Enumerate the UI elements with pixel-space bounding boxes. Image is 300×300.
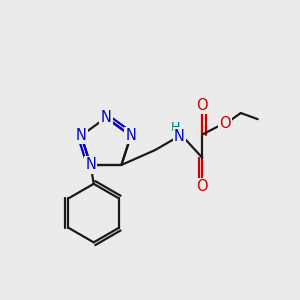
- Text: N: N: [85, 158, 96, 172]
- Text: N: N: [76, 128, 86, 143]
- Text: O: O: [219, 116, 230, 130]
- Text: N: N: [125, 128, 136, 143]
- Text: O: O: [196, 179, 208, 194]
- Text: N: N: [100, 110, 111, 125]
- Text: O: O: [196, 98, 208, 113]
- Text: H: H: [171, 121, 180, 134]
- Text: N: N: [174, 129, 184, 144]
